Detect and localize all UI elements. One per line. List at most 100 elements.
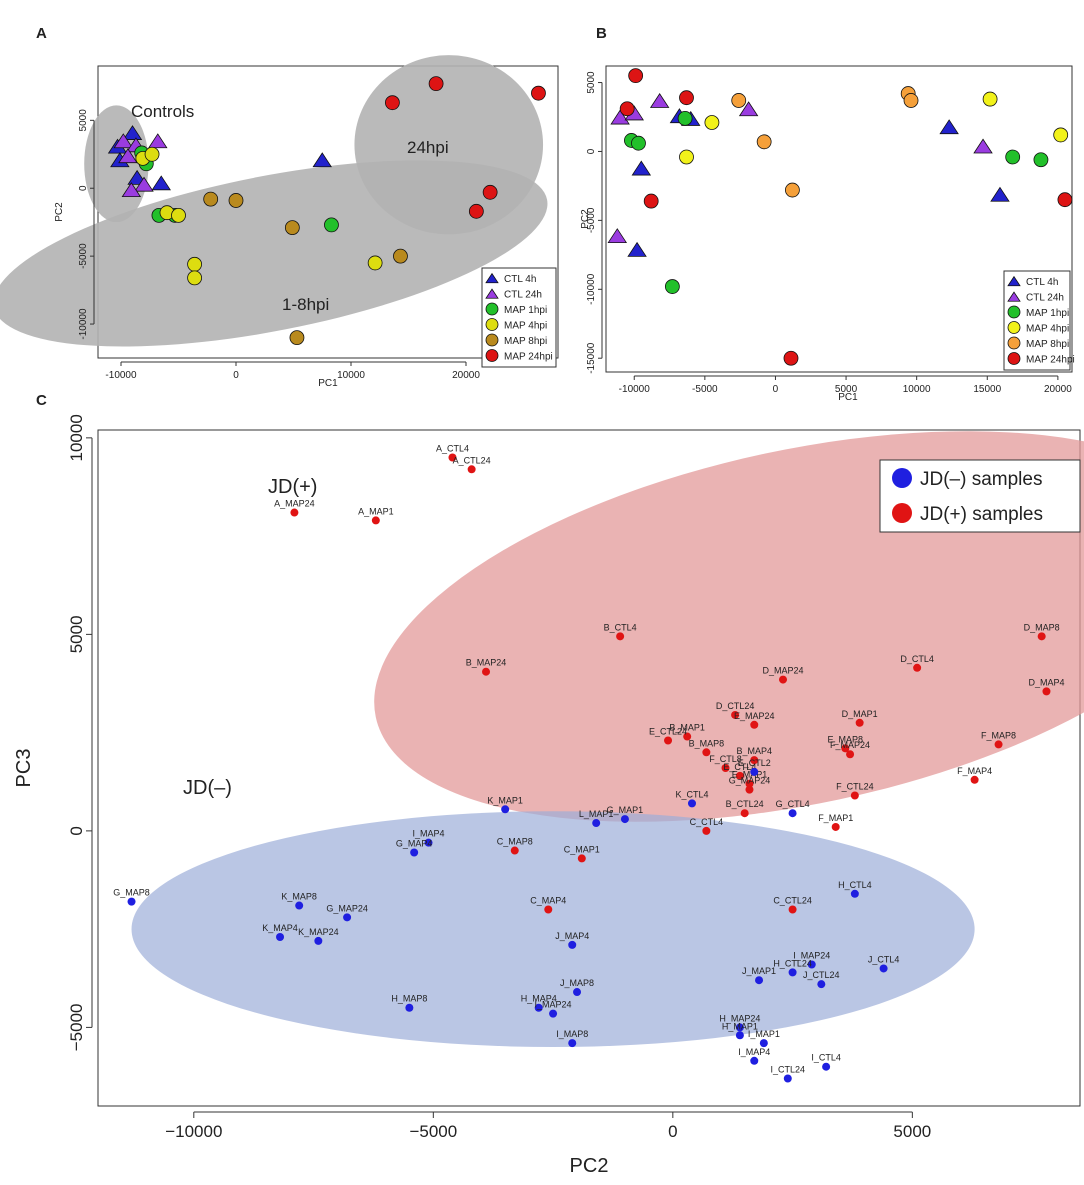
panel-b-legend-label: MAP 4hpi	[1026, 324, 1069, 335]
panel-c-point	[817, 980, 826, 989]
panel-c-point	[750, 756, 759, 765]
panel-a-point-circle	[187, 270, 203, 286]
panel-b-ylabel: PC2	[580, 209, 591, 229]
panel-c-point-label: C_MAP8	[497, 837, 533, 847]
panel-c-point	[276, 933, 285, 941]
panel-b-point-circle	[619, 101, 635, 117]
panel-c-point	[544, 905, 553, 914]
panel-c-point	[424, 838, 433, 847]
panel-c-point-label: F_MAP1	[818, 813, 853, 823]
panel-a-point-circle	[367, 255, 383, 271]
panel-a-legend-triangle-icon	[485, 288, 499, 299]
panel-b-point-circle	[643, 193, 659, 209]
panel-a-legend-label: CTL 4h	[504, 274, 536, 285]
panel-b-point-circle	[1057, 192, 1073, 208]
panel-c-point-label: K_MAP8	[281, 892, 317, 902]
panel-b-y-tick-label: -5000	[586, 207, 597, 233]
panel-c-point	[745, 779, 754, 788]
panel-b-frame	[605, 65, 1073, 373]
panel-a-point-circle	[428, 76, 444, 92]
panel-a-point-circle	[531, 85, 546, 101]
panel-c-point-label: D_CTL4	[900, 654, 934, 664]
panel-c-point	[846, 750, 855, 759]
panel-a-xlabel: PC1	[318, 378, 338, 389]
panel-b-y-tick-label: -10000	[586, 273, 597, 305]
panel-c-point-label: E_MAP1	[732, 770, 768, 780]
panel-c-point-label: I_MAP4	[738, 1047, 770, 1057]
panel-c-point	[721, 764, 730, 772]
panel-c-point-label: D_MAP24	[762, 666, 803, 676]
panel-c-point-label: F_MAP24	[830, 740, 870, 750]
panel-a-point-circle	[171, 207, 186, 223]
panel-c-point-label: J_MAP8	[560, 978, 594, 988]
panel-c-point	[750, 1056, 759, 1065]
panel-b-legend-label: CTL 24h	[1026, 293, 1064, 304]
panel-a-point-circle	[393, 248, 408, 264]
panel-c-x-tick-label: 0	[668, 1122, 677, 1141]
panel-a-point-circle	[284, 220, 300, 236]
panel-c-point	[759, 1039, 768, 1048]
panel-c-point	[410, 848, 419, 857]
panel-b-point-circle	[679, 90, 694, 106]
panel-c-point	[405, 1003, 414, 1012]
panel-c-xlabel: PC2	[570, 1155, 609, 1177]
panel-c-point	[683, 732, 692, 741]
panel-b-x-tick-label: -10000	[619, 384, 651, 395]
panel-c-point-label: J_MAP4	[555, 931, 589, 941]
panel-a-y-tick-label: 0	[78, 185, 89, 191]
panel-c-legend-pos-label: JD(+) samples	[920, 504, 1043, 525]
panel-a-point-triangle	[148, 133, 168, 149]
panel-c-point-label: H_MAP8	[391, 994, 427, 1004]
panel-a-point-circle	[144, 146, 160, 162]
panel-c-point-label: I_MAP1	[748, 1029, 780, 1039]
panel-c-point	[687, 799, 696, 808]
panel-b-point-triangle	[607, 228, 628, 243]
panel-c-legend-neg-label: JD(–) samples	[920, 469, 1042, 490]
panel-b-legend-circle-icon	[1007, 336, 1021, 350]
panel-b-legend-label: MAP 24hpi	[1026, 355, 1075, 366]
panel-b-point-triangle	[990, 186, 1010, 202]
panel-c-legend-box	[879, 459, 1081, 533]
panel-c-point-label: D_CTL24	[716, 701, 755, 711]
panel-b-y-tick-label: -15000	[586, 342, 597, 374]
panel-c-point-label: I_MAP24	[793, 951, 830, 961]
panel-b-point-circle	[679, 149, 694, 165]
panel-a-legend-label: CTL 24h	[504, 290, 542, 301]
panel-b-point-triangle	[631, 160, 652, 176]
panel-c-point-label: J_CTL4	[868, 954, 900, 964]
panel-c-point	[788, 905, 797, 914]
panel-b-legend-label: MAP 1hpi	[1026, 308, 1069, 319]
panel-c-point-label: G_MAP1	[607, 805, 644, 815]
panel-c-point	[510, 846, 519, 855]
panel-c-point	[620, 815, 629, 824]
panel-c-point	[879, 964, 888, 973]
panel-c-point	[913, 663, 922, 672]
panel-b-point-triangle	[939, 119, 959, 135]
panel-a-point-triangle	[134, 176, 154, 192]
panel-c-point-label: C_MAP1	[564, 844, 600, 854]
panel-a-legend-label: MAP 8hpi	[504, 336, 547, 347]
panel-b-point-circle	[704, 115, 720, 130]
panel-c-point-label: H_MAP24	[719, 1013, 760, 1023]
panel-a-point-circle	[468, 203, 484, 219]
panel-a-y-tick-label: -5000	[78, 243, 89, 269]
panel-c-point	[1042, 687, 1051, 696]
panel-c-point-label: D_MAP4	[1028, 677, 1064, 687]
panel-a-1-8hpi-label: 1-8hpi	[282, 295, 329, 314]
panel-a-legend-triangle-icon	[485, 272, 499, 284]
panel-b-x-tick-label: 15000	[973, 384, 1001, 395]
panel-b-x-tick-label: 0	[773, 384, 779, 395]
panel-a-point-triangle	[118, 148, 138, 164]
panel-c-point	[750, 720, 759, 729]
panel-c-point	[735, 1023, 744, 1032]
panel-c-point	[850, 791, 859, 800]
panel-c-point	[290, 508, 299, 517]
panel-c-frame	[97, 429, 1081, 1107]
panel-letter-a: A	[36, 25, 47, 42]
panel-c-point-label: B_MAP4	[736, 746, 772, 756]
panel-c-point-label: K_CTL4	[675, 789, 708, 799]
panel-c-point	[745, 785, 754, 794]
panel-c-jdneg-label: JD(–)	[183, 777, 232, 799]
panel-c-point-label: K_MAP24	[298, 927, 339, 937]
panel-c-point	[127, 897, 136, 906]
